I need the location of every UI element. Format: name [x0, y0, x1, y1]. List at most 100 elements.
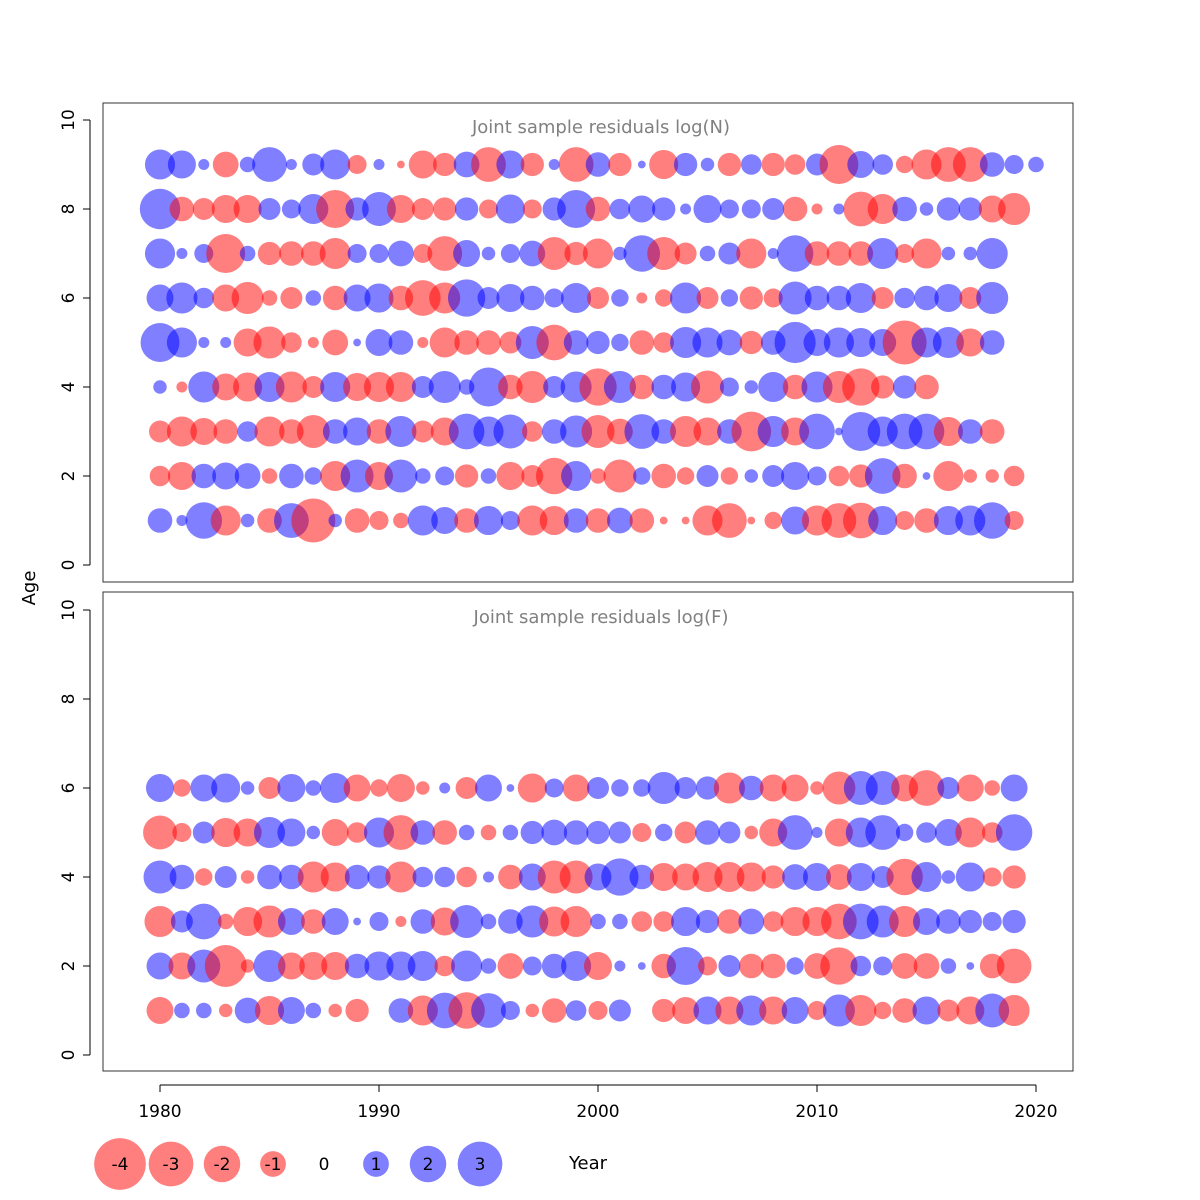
residual-bubble	[434, 955, 455, 977]
residual-bubble	[810, 781, 824, 795]
residual-bubble	[652, 998, 676, 1023]
residual-bubble	[744, 469, 759, 483]
residual-bubble	[345, 197, 369, 221]
residual-bubble	[166, 327, 197, 358]
residual-bubble	[562, 774, 590, 802]
residual-bubble	[659, 516, 668, 525]
residual-bubble	[558, 147, 594, 182]
residual-bubble	[782, 196, 808, 222]
residual-bubble	[144, 149, 176, 180]
residual-bubble	[933, 416, 963, 447]
residual-bubble	[585, 508, 611, 533]
residual-bubble	[629, 374, 655, 400]
residual-bubble	[912, 996, 941, 1025]
residual-bubble	[865, 771, 900, 805]
residual-bubble	[320, 862, 350, 892]
residual-bubble	[712, 503, 747, 538]
y-tick-label: 8	[59, 204, 79, 215]
residual-bubble	[889, 905, 921, 938]
residual-bubble	[299, 951, 328, 981]
residual-bubble	[720, 289, 739, 307]
residual-bubble	[714, 861, 745, 893]
residual-bubble	[976, 281, 1009, 315]
residual-bubble	[956, 328, 985, 357]
residual-bubble	[140, 323, 180, 362]
residual-bubble	[231, 281, 264, 315]
residual-bubble	[305, 290, 322, 306]
residual-bubble	[211, 194, 240, 224]
residual-bubble	[559, 860, 593, 894]
residual-bubble	[867, 193, 898, 225]
residual-bubble	[695, 776, 720, 800]
residual-bubble	[328, 1003, 342, 1018]
residual-bubble	[628, 195, 656, 223]
residual-bubble	[601, 858, 639, 896]
residual-bubble	[363, 371, 395, 403]
residual-bubble	[320, 772, 351, 804]
residual-bubble	[198, 159, 210, 170]
residual-bubble	[539, 906, 570, 937]
residual-bubble	[204, 945, 247, 987]
residual-bubble	[385, 415, 417, 448]
residual-bubble	[167, 461, 196, 491]
residual-bubble	[952, 147, 988, 182]
residual-bubble	[353, 917, 361, 926]
residual-bubble	[393, 512, 409, 529]
residual-bubble	[613, 246, 627, 261]
residual-bubble	[190, 774, 218, 802]
residual-bubble	[305, 780, 322, 796]
residual-bubble	[807, 1000, 827, 1021]
residual-bubble	[434, 866, 455, 888]
residual-bubble	[586, 330, 610, 355]
residual-bubble	[498, 909, 523, 934]
residual-bubble	[498, 864, 523, 890]
residual-bubble	[633, 779, 651, 797]
residual-bubble	[585, 152, 611, 177]
residual-bubble	[624, 414, 660, 449]
residual-bubble	[498, 374, 523, 400]
residual-bubble	[647, 771, 680, 805]
residual-bubble	[998, 994, 1030, 1027]
residual-bubble	[285, 159, 297, 170]
residual-bubble	[343, 774, 371, 802]
residual-bubble	[561, 950, 592, 982]
residual-bubble	[502, 824, 519, 841]
residual-bubble	[782, 374, 808, 400]
residual-bubble	[671, 906, 701, 937]
residual-bubble	[588, 1000, 608, 1021]
residual-bubble	[497, 953, 524, 979]
residual-bubble	[739, 775, 764, 801]
residual-bubble	[680, 203, 692, 215]
residual-bubble	[410, 820, 436, 845]
residual-bubble	[364, 283, 394, 313]
panel-logF: Joint sample residuals log(F) 0 2 4 6 8 10	[59, 591, 1074, 1072]
residual-bubble	[347, 154, 367, 175]
residual-bubble	[520, 820, 544, 845]
legend-label: 3	[475, 1155, 486, 1175]
residual-bubble	[281, 332, 302, 353]
residual-bubble	[257, 241, 282, 266]
residual-bubble	[343, 372, 372, 402]
residual-bubble	[799, 413, 835, 450]
panel-logF-frame	[102, 591, 1074, 1072]
x-tick-label: 1980	[138, 1102, 181, 1122]
residual-bubble	[455, 777, 478, 799]
residual-bubble	[306, 825, 321, 840]
residual-bubble	[807, 466, 827, 486]
residual-bubble	[525, 1003, 540, 1018]
residual-bubble	[407, 505, 438, 536]
residual-bubble	[978, 195, 1006, 223]
panel-logF-y-axis: 0 2 4 6 8 10	[59, 599, 91, 1060]
residual-bubble	[776, 235, 814, 272]
residual-bubble	[191, 463, 217, 489]
residual-bubble	[976, 237, 1008, 270]
residual-bubble	[211, 817, 241, 848]
residual-bubble	[713, 772, 745, 804]
residual-bubble	[649, 862, 678, 892]
legend-label: -4	[112, 1155, 129, 1175]
residual-bubble	[279, 463, 304, 489]
residual-bubble	[759, 774, 787, 802]
residual-bubble	[240, 781, 255, 795]
residual-bubble	[385, 371, 416, 403]
y-tick-label: 6	[59, 783, 79, 794]
